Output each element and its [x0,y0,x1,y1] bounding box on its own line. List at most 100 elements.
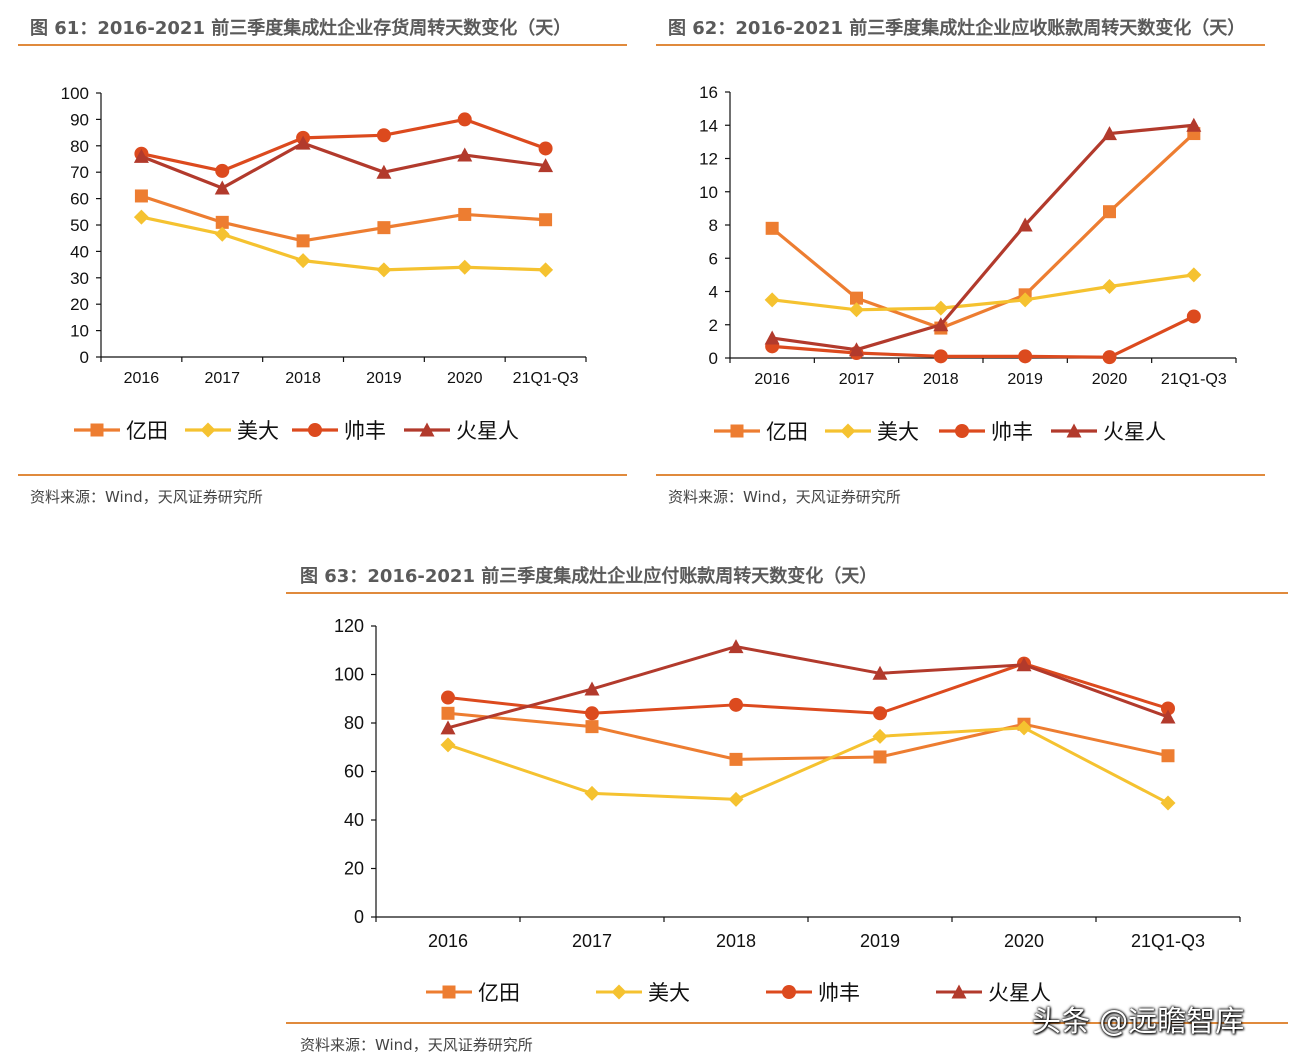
data-point [133,209,149,225]
chart-61-bottom-rule [18,474,627,476]
data-point [377,221,391,235]
series-2 [441,656,1175,721]
legend-label: 美大 [237,420,279,443]
legend-label: 美大 [648,982,690,1005]
legend-label: 美大 [877,421,919,444]
legend-item: 美大 [825,421,919,444]
legend-marker [200,422,216,438]
x-tick-label: 2017 [572,931,612,951]
data-point [1102,279,1117,295]
data-point [440,737,456,753]
x-tick-label: 2016 [428,931,468,951]
x-tick-label: 2019 [860,931,900,951]
watermark: 头条 @远瞻智库 [1032,1004,1245,1038]
chart-62-source: 资料来源：Wind，天风证券研究所 [668,488,901,506]
data-point [134,189,148,203]
series-2 [765,309,1201,365]
series-1 [133,209,554,278]
legend-item: 帅丰 [766,982,860,1005]
data-point [538,262,554,278]
series-line [141,117,547,173]
x-tick-label: 2018 [716,931,756,951]
legend-label: 火星人 [456,420,519,443]
x-tick-label: 2018 [285,370,321,387]
y-tick-label: 40 [344,810,364,830]
data-point [1017,292,1033,308]
series-line [140,141,546,190]
chart-63-title-rule [286,592,1288,594]
data-point [457,259,473,275]
x-tick-label: 2018 [923,371,959,388]
data-point [538,158,554,173]
chart-63-source: 资料来源：Wind，天风证券研究所 [300,1036,533,1054]
data-point [933,349,948,364]
chart-63-title: 图 63：2016-2021 前三季度集成灶企业应付账款周转天数变化（天） [300,566,878,587]
x-tick-label: 2020 [1004,931,1044,951]
data-point [1016,657,1032,672]
chart-62-bottom-rule [656,474,1265,476]
legend-marker [730,424,744,438]
data-point [764,330,780,345]
y-tick-label: 120 [334,616,364,636]
legend-label: 帅丰 [344,420,386,443]
data-point [215,215,229,229]
chart-62-title: 图 62：2016-2021 前三季度集成灶企业应收账款周转天数变化（天） [668,18,1246,39]
legend-label: 火星人 [1103,421,1166,444]
chart-61-plot: 0 10 20 30 40 50 60 70 80 90 100 2016 2017 2018 2019 20… [61,84,587,443]
x-tick-label: 21Q1-Q3 [1131,931,1205,951]
data-point [133,148,149,163]
y-tick-label: 80 [344,713,364,733]
y-tick-label: 20 [344,859,364,879]
series-line [447,726,1169,805]
data-point [1186,117,1202,132]
data-point [584,785,600,801]
legend-label: 亿田 [478,982,520,1005]
x-tick-label: 2019 [1007,371,1043,388]
x-tick-label: 21Q1-Q3 [1161,371,1227,388]
legend-marker [955,424,969,438]
data-point [1017,217,1033,232]
y-tick-label: 0 [80,348,89,367]
y-tick-label: 2 [709,316,718,335]
data-point [214,226,230,242]
data-point [538,141,553,156]
legend-marker [1066,423,1082,438]
y-tick-label: 0 [354,907,364,927]
legend-label: 帅丰 [991,421,1033,444]
chart-63-bottom-rule [286,1022,1288,1024]
series-3 [764,117,1202,357]
series-line [771,123,1194,352]
series-3 [440,639,1176,735]
data-point [457,112,472,127]
legend-marker [442,985,456,999]
data-point [585,720,599,734]
x-tick-label: 2019 [366,370,402,387]
data-point [441,690,455,705]
data-point [872,665,888,680]
legend-marker [782,985,796,999]
series-3 [133,135,554,195]
data-point [872,728,888,744]
data-point [585,706,599,721]
series-line [771,132,1195,330]
y-tick-label: 50 [70,216,89,235]
series-line [141,215,546,272]
legend-label: 火星人 [988,982,1051,1005]
x-tick-label: 21Q1-Q3 [513,370,579,387]
data-point [1102,350,1117,365]
series-1 [440,720,1176,811]
data-point [440,720,456,735]
y-tick-label: 0 [709,349,718,368]
legend-item: 帅丰 [939,421,1033,444]
y-tick-label: 30 [70,269,89,288]
chart-62-plot: 0 2 4 6 8 10 12 14 16 2016 2017 2018 2019 2020 21Q1-Q3… [699,83,1237,444]
series-1 [764,267,1202,318]
y-tick-label: 70 [70,163,89,182]
data-point [584,681,600,696]
legend-marker [840,423,856,439]
data-point [850,291,863,305]
y-tick-label: 90 [70,110,89,129]
data-point [873,706,887,721]
data-point [215,163,230,178]
series-line [447,662,1169,715]
